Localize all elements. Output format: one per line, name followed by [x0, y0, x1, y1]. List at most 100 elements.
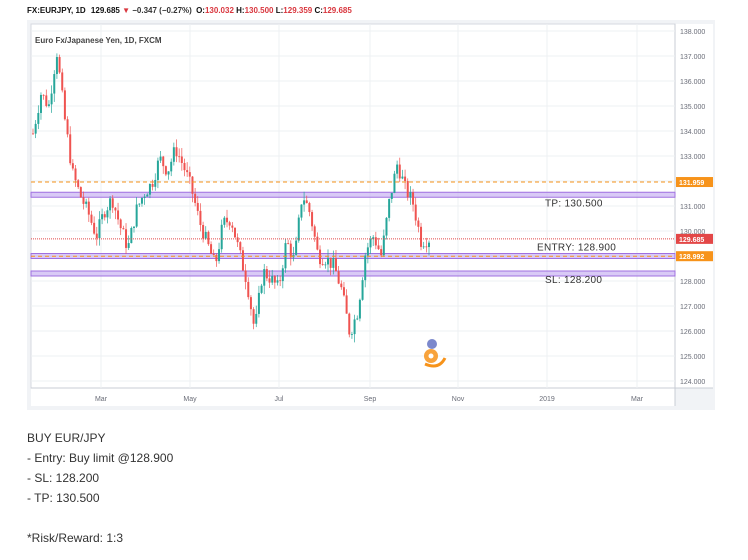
- last-price-badge: [676, 233, 713, 244]
- x-tick-label: Mar: [95, 396, 108, 403]
- sl-zone[interactable]: [30, 270, 676, 277]
- candle-body: [202, 225, 205, 239]
- candle-body: [143, 196, 146, 198]
- candle-body: [385, 217, 388, 236]
- candle-body: [295, 240, 298, 255]
- x-tick-label: Mar: [631, 396, 644, 403]
- candle-body: [417, 220, 420, 227]
- high-value: 130.500: [244, 6, 274, 15]
- candle-body: [412, 192, 415, 205]
- candle-body: [271, 276, 274, 283]
- candle-body: [396, 164, 399, 174]
- candle-body: [132, 226, 135, 228]
- candle-body: [53, 74, 56, 94]
- candle-body: [377, 245, 380, 250]
- candle-body: [130, 227, 133, 244]
- candle-body: [47, 104, 50, 106]
- candle-body: [289, 243, 292, 258]
- y-tick-label: 136.000: [680, 79, 705, 86]
- candle-body: [156, 160, 159, 180]
- candle-body: [388, 198, 391, 218]
- candle-body: [204, 231, 207, 239]
- open-label: O:: [196, 6, 205, 15]
- candle-body: [337, 271, 340, 284]
- price-change: −0.347 (−0.27%): [132, 6, 192, 15]
- candle-body: [393, 173, 396, 193]
- y-tick-label: 137.000: [680, 54, 705, 61]
- candle-body: [268, 278, 271, 283]
- entry-label: ENTRY: 128.900: [537, 243, 616, 254]
- candle-body: [252, 309, 255, 324]
- orange-level-label: 131.959: [679, 180, 704, 187]
- candle-body: [164, 166, 167, 175]
- y-tick-label: 124.000: [680, 379, 705, 386]
- candle-body: [303, 200, 306, 205]
- candle-body: [79, 187, 82, 198]
- candle-body: [356, 318, 359, 320]
- candle-body: [300, 204, 303, 218]
- low-value: 129.359: [283, 6, 313, 15]
- candle-body: [148, 183, 151, 195]
- candle-body: [324, 264, 327, 266]
- candle-body: [220, 224, 223, 250]
- sl-label: SL: 128.200: [545, 275, 602, 286]
- candle-body: [154, 179, 157, 187]
- candle-body: [103, 214, 106, 218]
- y-tick-label: 135.000: [680, 104, 705, 111]
- candle-body: [186, 170, 189, 173]
- candle-body: [276, 280, 279, 283]
- close-value: 129.685: [322, 6, 352, 15]
- candle-body: [247, 281, 250, 298]
- candle-body: [308, 203, 311, 213]
- candle-body: [55, 57, 58, 75]
- candle-body: [414, 204, 417, 221]
- candle-body: [249, 297, 252, 310]
- price-chart[interactable]: 138.000 137.000 136.000 135.000 134.000 133.0…: [27, 20, 715, 410]
- high-label: H:: [236, 6, 245, 15]
- last-price-label: 129.685: [679, 237, 704, 244]
- candle-body: [140, 197, 143, 204]
- chart-frame[interactable]: 138.000 137.000 136.000 135.000 134.000 133.0…: [27, 20, 715, 410]
- candle-body: [361, 280, 364, 300]
- candle-body: [340, 283, 343, 288]
- candle-body: [369, 239, 372, 248]
- candle-body: [311, 212, 314, 227]
- candle-body: [231, 225, 234, 228]
- candle-body: [58, 57, 61, 73]
- y-tick-label: 134.000: [680, 129, 705, 136]
- tp-zone[interactable]: [30, 191, 676, 198]
- candle-body: [263, 269, 266, 286]
- candle-body: [428, 242, 430, 248]
- candle-body: [210, 244, 213, 254]
- notes-spacer: [27, 508, 173, 528]
- notes-risk-reward: *Risk/Reward: 1:3: [27, 531, 124, 545]
- candle-body: [374, 237, 377, 246]
- candle-body: [223, 217, 226, 225]
- candle-body: [422, 246, 425, 248]
- candle-body: [281, 268, 284, 282]
- low-label: L:: [275, 6, 284, 15]
- candle-body: [329, 257, 332, 268]
- y-tick-label: 133.000: [680, 154, 705, 161]
- candle-body: [372, 237, 375, 240]
- candle-body: [420, 226, 423, 247]
- y-tick-label: 138.000: [680, 29, 705, 36]
- candle-body: [398, 164, 401, 179]
- y-tick-label: 128.000: [680, 279, 705, 286]
- candle-body: [77, 180, 80, 188]
- candle-body: [170, 161, 173, 172]
- candle-body: [114, 207, 117, 211]
- candle-body: [69, 134, 72, 164]
- y-tick-label: 125.000: [680, 354, 705, 361]
- candle-body: [255, 313, 258, 324]
- candle-body: [212, 253, 215, 256]
- candle-body: [342, 287, 345, 296]
- candle-body: [241, 250, 244, 271]
- candle-body: [345, 295, 348, 314]
- candle-body: [404, 176, 407, 182]
- candle-body: [382, 235, 385, 256]
- candle-body: [39, 94, 42, 113]
- candle-body: [63, 90, 66, 120]
- candle-body: [401, 176, 404, 179]
- candle-body: [228, 222, 231, 226]
